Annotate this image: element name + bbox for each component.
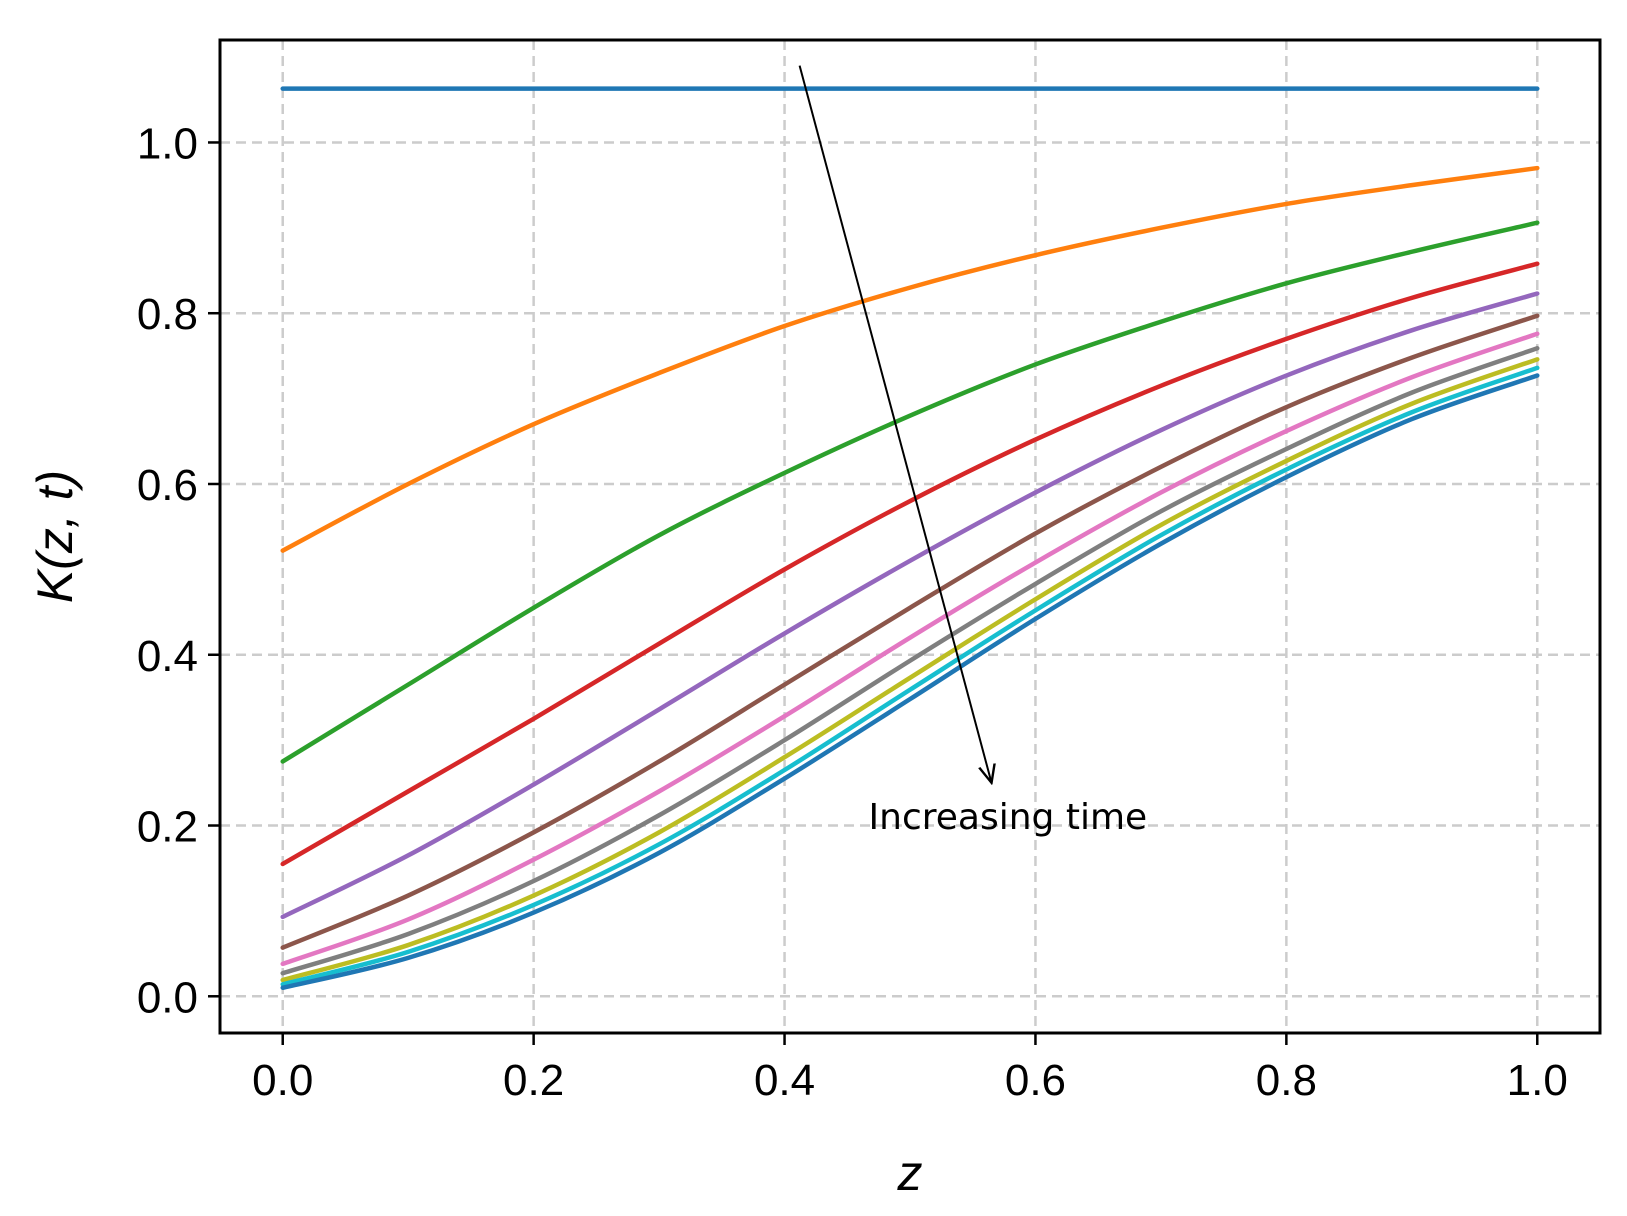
y-tick-label: 0.2 <box>137 803 198 852</box>
y-tick-label: 0.4 <box>137 632 198 681</box>
x-tick-label: 0.2 <box>503 1056 564 1105</box>
series-line-7 <box>280 331 1540 967</box>
series-line-8 <box>280 345 1540 976</box>
annotation: Increasing time <box>798 65 1148 838</box>
series-lines <box>280 86 1540 990</box>
y-tick-label: 1.0 <box>137 119 198 168</box>
series-line-4 <box>280 261 1540 867</box>
x-tick-label: 0.8 <box>1256 1056 1317 1105</box>
axis-ticks: 0.0 0.2 0.4 0.6 0.8 1.0 0.0 0.2 0.4 0.6 0.8 1.0 <box>137 119 1568 1105</box>
x-tick-label: 0.0 <box>252 1056 313 1105</box>
x-tick-label: 1.0 <box>1507 1056 1568 1105</box>
series-line-5 <box>280 291 1540 920</box>
x-tick-label: 0.4 <box>754 1056 815 1105</box>
plot-frame <box>218 38 1602 1035</box>
annotation-text: Increasing time <box>869 797 1148 838</box>
x-tick-label: 0.6 <box>1005 1056 1066 1105</box>
grid-lines <box>220 40 1600 1033</box>
series-line-3 <box>280 220 1540 764</box>
increasing-time-arrow <box>798 65 992 783</box>
y-tick-label: 0.6 <box>137 461 198 510</box>
x-axis-label: z <box>897 1145 923 1201</box>
y-axis-label: K(z, t) <box>27 470 83 603</box>
series-line-2 <box>280 165 1540 553</box>
series-line-9 <box>280 357 1540 983</box>
series-line-6 <box>280 313 1540 950</box>
series-line-10 <box>280 365 1540 987</box>
y-tick-label: 0.0 <box>137 973 198 1022</box>
series-line-11 <box>280 373 1540 990</box>
y-tick-label: 0.8 <box>137 290 198 339</box>
